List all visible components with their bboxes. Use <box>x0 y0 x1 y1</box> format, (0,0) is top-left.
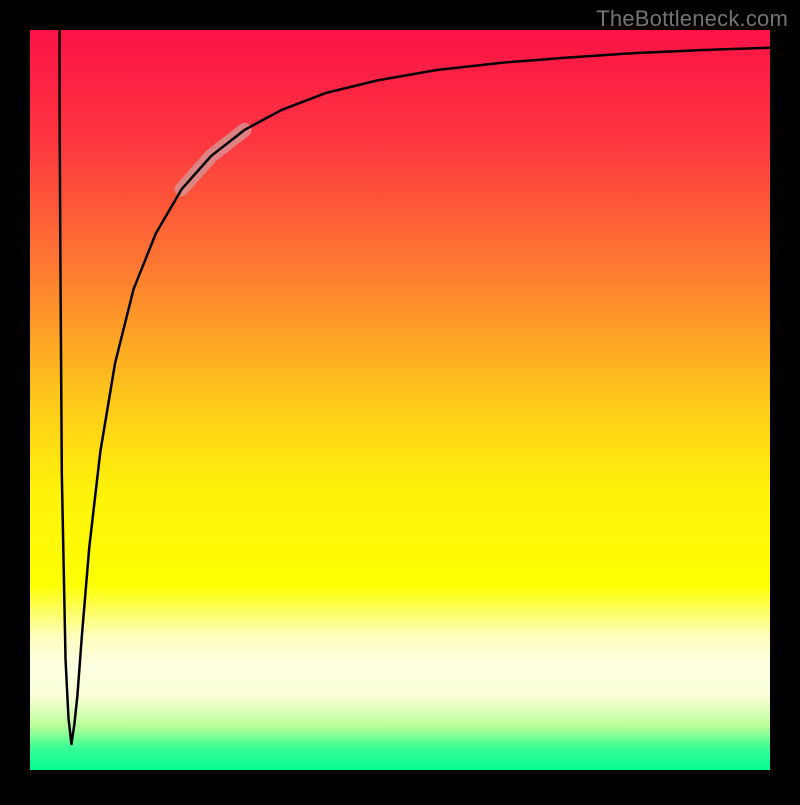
bottleneck-chart: TheBottleneck.com <box>0 0 800 800</box>
watermark-text: TheBottleneck.com <box>596 6 788 32</box>
gradient-background <box>30 30 770 770</box>
chart-svg <box>0 0 800 800</box>
